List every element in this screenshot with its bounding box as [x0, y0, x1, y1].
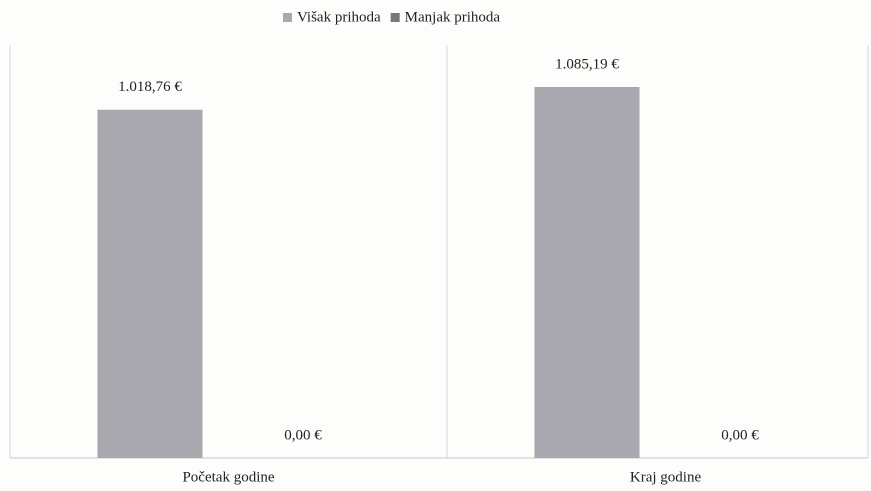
legend-swatch — [390, 13, 400, 22]
legend-label: Višak prihoda — [297, 9, 381, 25]
data-label: 1.018,76 € — [118, 79, 182, 95]
x-tick-label: Početak godine — [182, 469, 274, 485]
legend-label: Manjak prihoda — [405, 9, 501, 25]
data-label: 0,00 € — [721, 427, 759, 443]
legend-swatch — [283, 13, 292, 22]
data-label: 1.085,19 € — [555, 56, 619, 72]
data-label: 0,00 € — [284, 427, 322, 443]
x-tick-label: Kraj godine — [630, 469, 702, 485]
bar — [97, 109, 203, 458]
bar — [534, 87, 640, 458]
